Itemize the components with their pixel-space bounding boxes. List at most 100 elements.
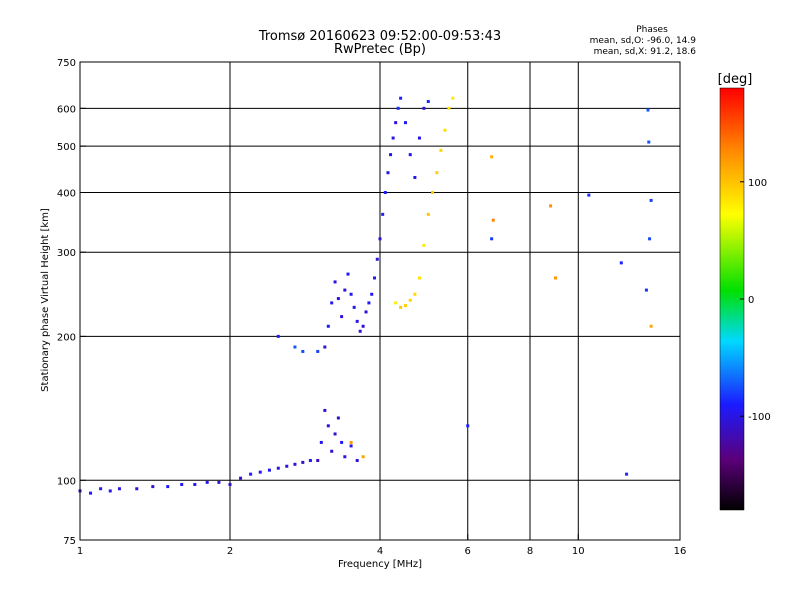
data-point <box>293 345 297 349</box>
data-point <box>323 345 327 349</box>
data-point <box>373 276 377 280</box>
data-point <box>135 487 139 491</box>
data-point <box>258 470 262 474</box>
y-tick-label: 200 <box>57 332 76 343</box>
data-point <box>403 304 407 308</box>
data-point <box>443 128 447 132</box>
data-point <box>370 292 374 296</box>
data-points-layer <box>78 96 653 495</box>
data-point <box>346 272 350 276</box>
data-point <box>361 455 365 459</box>
x-tick-label: 8 <box>527 546 533 557</box>
data-point <box>355 319 359 323</box>
data-point <box>205 480 209 484</box>
data-point <box>447 106 451 110</box>
data-point <box>108 489 112 493</box>
data-point <box>647 140 651 144</box>
data-point <box>375 257 379 261</box>
y-tick-label: 300 <box>57 248 76 259</box>
y-tick-label: 100 <box>57 476 76 487</box>
data-point <box>422 243 426 247</box>
data-point <box>413 292 417 296</box>
data-point <box>285 464 289 468</box>
data-point <box>431 190 435 194</box>
data-point <box>649 324 653 328</box>
data-point <box>383 190 387 194</box>
x-tick-label: 2 <box>227 546 233 557</box>
data-point <box>649 198 653 202</box>
data-point <box>553 276 557 280</box>
data-point <box>217 480 221 484</box>
data-point <box>316 349 320 353</box>
data-point <box>391 136 395 140</box>
data-point <box>323 408 327 412</box>
data-point <box>276 334 280 338</box>
axis-layer: 1 2 4 6 8 10 16 75 100 200 300 400 500 600 750 <box>57 58 686 557</box>
data-point <box>99 487 103 491</box>
data-point <box>343 455 347 459</box>
data-point <box>352 305 356 309</box>
x-tick-label: 4 <box>377 546 383 557</box>
data-point <box>89 491 93 495</box>
data-point <box>228 482 232 486</box>
data-point <box>625 472 629 476</box>
data-point <box>408 153 412 157</box>
data-point <box>549 204 553 208</box>
data-point <box>386 171 390 175</box>
data-point <box>413 175 417 179</box>
data-point <box>426 100 430 104</box>
chart-title: Tromsø 20160623 09:52:00-09:53:43 <box>258 29 501 44</box>
data-point <box>117 487 121 491</box>
x-tick-label: 6 <box>465 546 471 557</box>
data-point <box>349 444 353 448</box>
data-point <box>293 462 297 466</box>
data-point <box>587 193 591 197</box>
data-point <box>180 482 184 486</box>
x-tick-label: 1 <box>77 546 83 557</box>
info-line-x: mean, sd,X: 91.2, 18.6 <box>594 47 697 57</box>
data-point <box>340 315 344 319</box>
colorbar <box>719 87 745 511</box>
data-point <box>396 106 400 110</box>
data-point <box>417 276 421 280</box>
data-point <box>399 96 403 100</box>
data-point <box>326 424 330 428</box>
data-point <box>403 121 407 125</box>
colorbar-tick-label: 0 <box>748 295 754 306</box>
y-tick-label: 400 <box>57 188 76 199</box>
data-point <box>394 301 398 305</box>
data-point <box>619 261 623 265</box>
data-point <box>343 288 347 292</box>
data-point <box>349 440 353 444</box>
data-point <box>336 416 340 420</box>
data-point <box>426 212 430 216</box>
data-point <box>399 305 403 309</box>
colorbar-label: [deg] <box>718 72 753 87</box>
x-tick-label: 16 <box>674 546 687 557</box>
colorbar-tick-label: -100 <box>748 412 771 423</box>
data-point <box>333 432 337 436</box>
data-point <box>466 424 470 428</box>
data-point <box>267 468 271 472</box>
data-point <box>408 298 412 302</box>
y-tick-label: 600 <box>57 104 76 115</box>
y-tick-label: 75 <box>63 536 76 547</box>
data-point <box>451 96 455 100</box>
data-point <box>340 440 344 444</box>
data-point <box>355 458 359 462</box>
y-axis-label: Stationary phase Virtual Height [km] <box>40 208 51 392</box>
data-point <box>364 310 368 314</box>
data-point <box>239 476 243 480</box>
y-tick-label: 750 <box>57 58 76 69</box>
data-point <box>166 485 170 489</box>
data-point <box>394 121 398 125</box>
data-point <box>249 472 253 476</box>
data-point <box>330 449 334 453</box>
data-point <box>301 349 305 353</box>
data-point <box>381 212 385 216</box>
chart-subtitle: RwPretec (Bp) <box>334 42 426 57</box>
data-point <box>333 280 337 284</box>
data-point <box>435 171 439 175</box>
data-point <box>193 482 197 486</box>
